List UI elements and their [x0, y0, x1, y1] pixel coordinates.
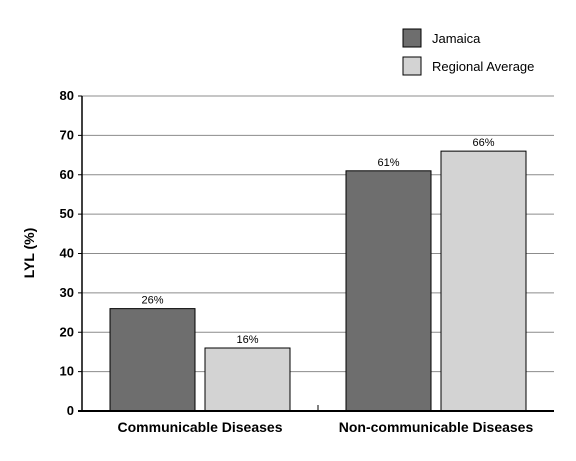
data-label: 66%: [472, 137, 494, 149]
bars: 26% 61% 16% 66%: [109, 137, 527, 412]
y-tick-label: 30: [60, 285, 74, 300]
y-tick-label: 0: [67, 403, 74, 418]
y-tick-label: 20: [60, 324, 74, 339]
legend-swatch: [402, 56, 422, 76]
bar-jamaica: [109, 308, 196, 412]
legend-swatch: [402, 28, 422, 48]
y-tick-label: 70: [60, 127, 74, 142]
data-label: 26%: [141, 295, 163, 307]
legend-label: Jamaica: [432, 31, 481, 46]
y-axis-title: LYL (%): [21, 228, 37, 279]
y-tick-label: 40: [60, 246, 74, 261]
bar-jamaica: [345, 170, 432, 412]
category-labels: Communicable Diseases Non-communicable Di…: [118, 419, 534, 435]
category-label: Communicable Diseases: [118, 419, 283, 435]
bar-regional-average: [440, 150, 527, 412]
y-tick-label: 60: [60, 167, 74, 182]
data-label: 16%: [236, 334, 258, 346]
y-tick-label: 50: [60, 206, 74, 221]
category-label: Non-communicable Diseases: [339, 419, 534, 435]
bar-regional-average: [204, 347, 291, 412]
legend: Jamaica Regional Average: [402, 28, 534, 76]
data-label: 61%: [377, 157, 399, 169]
y-tick-label: 80: [60, 88, 74, 103]
axes: [78, 95, 554, 412]
legend-label: Regional Average: [432, 59, 534, 74]
y-tick-label: 10: [60, 364, 74, 379]
y-tick-labels: 0 10 20 30 40 50 60 70 80: [60, 88, 74, 418]
